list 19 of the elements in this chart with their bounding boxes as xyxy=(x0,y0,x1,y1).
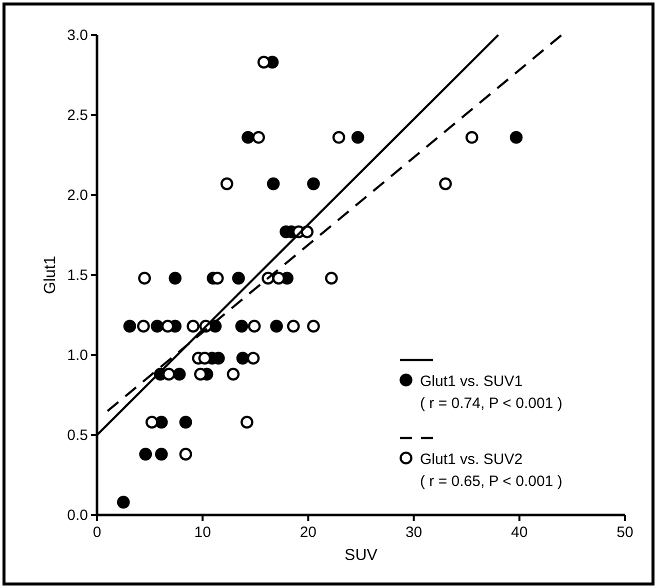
y-tick-label: 1.5 xyxy=(67,267,88,284)
y-tick-label: 3.0 xyxy=(67,27,88,44)
x-tick-label: 20 xyxy=(300,524,317,541)
legend-label: Glut1 vs. SUV1 xyxy=(420,373,523,390)
x-tick-label: 10 xyxy=(194,524,211,541)
x-tick-label: 40 xyxy=(511,524,528,541)
x-tick-label: 50 xyxy=(616,524,634,541)
y-axis-title: Glut1 xyxy=(42,256,59,294)
x-tick-label: 30 xyxy=(405,524,422,541)
y-tick-label: 2.5 xyxy=(67,107,88,124)
annotation: ( r = 0.65, P < 0.001 ) xyxy=(420,473,562,490)
y-tick-label: 1.0 xyxy=(67,347,88,364)
y-tick-label: 0.0 xyxy=(67,507,88,524)
x-axis-title: SUV xyxy=(344,547,378,564)
y-tick-label: 2.0 xyxy=(67,187,88,204)
x-tick-label: 0 xyxy=(92,524,102,541)
y-tick-label: 0.5 xyxy=(67,427,88,444)
annotation: ( r = 0.74, P < 0.001 ) xyxy=(420,395,562,412)
legend-label: Glut1 vs. SUV2 xyxy=(420,451,523,468)
